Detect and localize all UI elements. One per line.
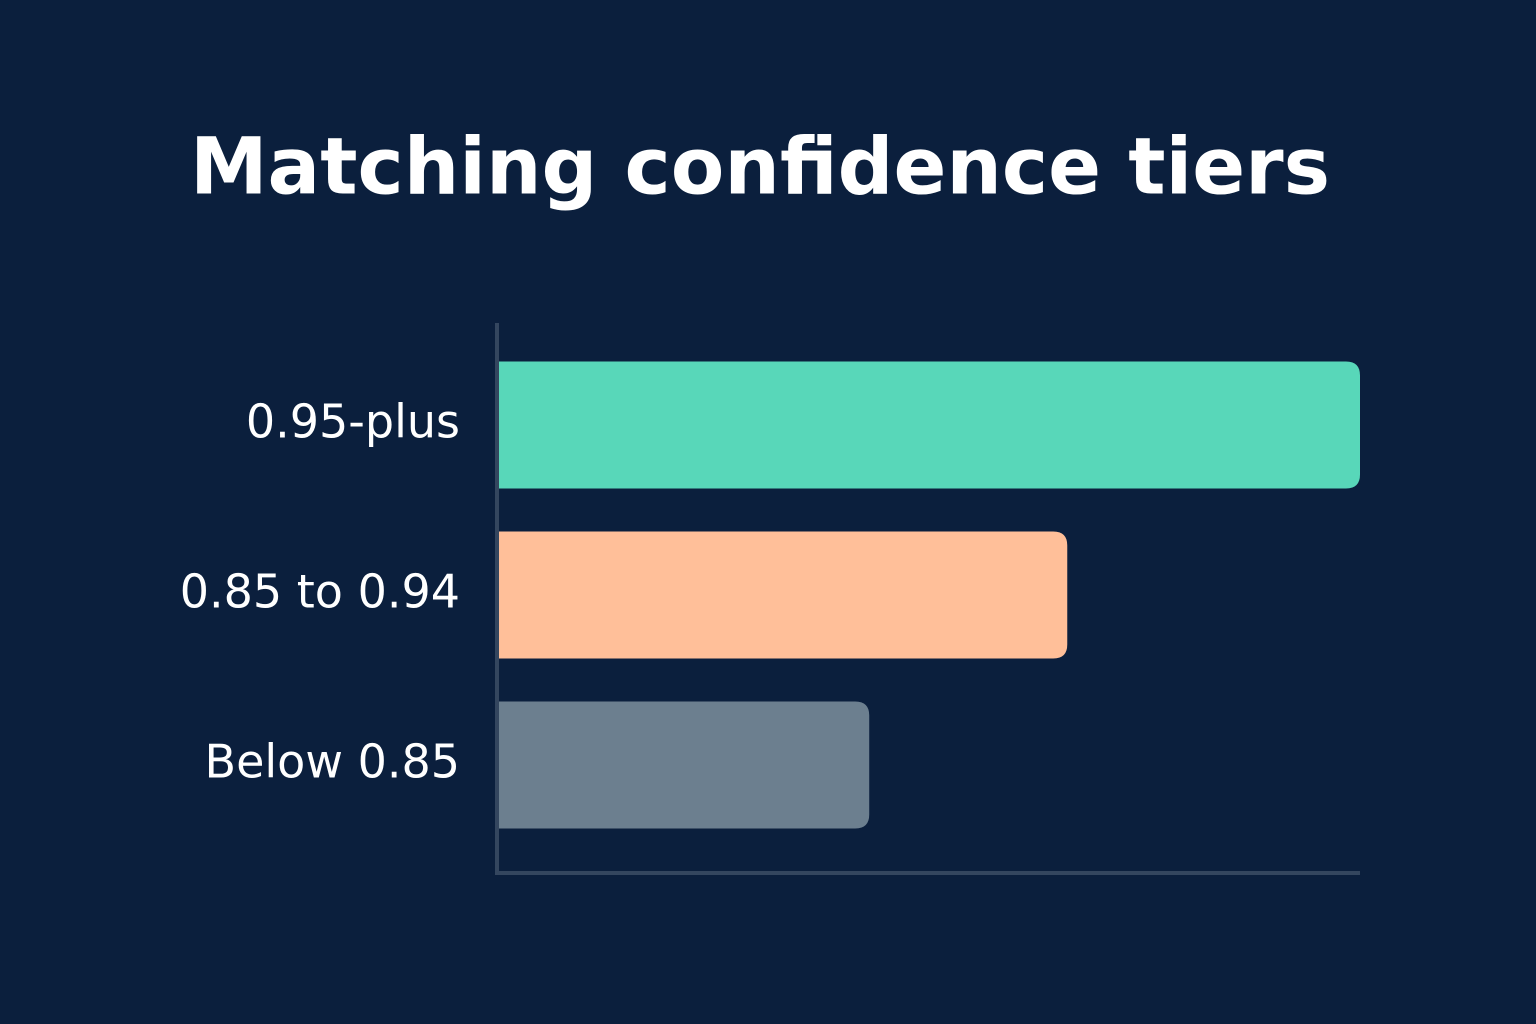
chart-title: Matching confidence tiers xyxy=(190,122,1330,212)
bar xyxy=(499,531,1068,659)
y-tick-label: 0.85 to 0.94 xyxy=(180,565,460,619)
bar xyxy=(499,361,1360,489)
y-tick-label: 0.95-plus xyxy=(246,395,460,449)
y-tick-label: Below 0.85 xyxy=(205,735,460,789)
bar xyxy=(499,701,870,829)
